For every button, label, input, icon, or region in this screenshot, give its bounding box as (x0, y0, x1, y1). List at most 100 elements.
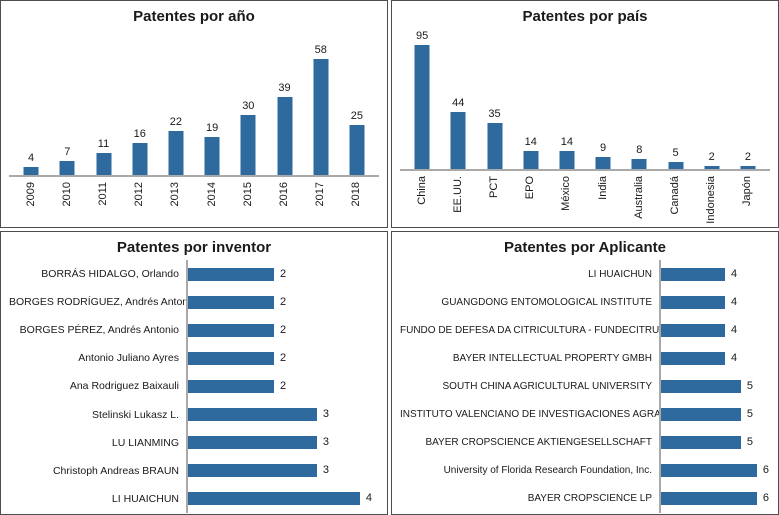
plot-area: 4 (659, 344, 770, 373)
plot-area: 5 (659, 372, 770, 401)
value-label: 2 (279, 379, 287, 392)
value-label: 2 (279, 351, 287, 364)
plot-area: 2 (186, 344, 379, 373)
value-label: 2 (279, 267, 287, 280)
bar-column: 95 (404, 27, 440, 169)
bar (595, 157, 611, 169)
value-label: 4 (730, 351, 738, 364)
bar-row: FUNDO DE DEFESA DA CITRICULTURA - FUNDEC… (400, 316, 770, 345)
category-label: FUNDO DE DEFESA DA CITRICULTURA - FUNDEC… (400, 324, 659, 336)
bar-column: 44 (440, 27, 476, 169)
axis-tick-label: 2012 (133, 182, 146, 207)
category-label: Stelinski Lukasz L. (92, 408, 179, 421)
plot-area: 4 (659, 288, 770, 317)
value-label: 6 (762, 464, 770, 477)
bar-row: SOUTH CHINA AGRICULTURAL UNIVERSITY 5 (400, 372, 770, 401)
bar (349, 125, 365, 175)
plot-area: 2 (186, 372, 379, 401)
plot-area: 2 (186, 288, 379, 317)
bar-chart-patentes-por-inventor: BORRÁS HIDALGO, Orlando 2 BORGES RODRÍGUEZ… (9, 260, 379, 514)
bar (313, 59, 329, 175)
plot-area: 4 (659, 316, 770, 345)
bar-column: 5 (657, 27, 693, 169)
bar-column: 58 (303, 41, 339, 175)
bar (661, 295, 725, 309)
axis-tick-label: 2014 (205, 182, 218, 207)
bar-row: BORRÁS HIDALGO, Orlando 2 (9, 260, 379, 289)
bar-row: Christoph Andreas BRAUN 3 (9, 456, 379, 485)
axis-tick-label: 2013 (169, 182, 182, 207)
bar-row: INSTITUTO VALENCIANO DE INVESTIGACIONES … (400, 400, 770, 429)
bar (487, 123, 502, 169)
bar-row: BAYER INTELLECTUAL PROPERTY GMBH 4 (400, 344, 770, 373)
value-label: 4 (730, 295, 738, 308)
bar-row: LU LIANMING 3 (9, 428, 379, 457)
bar-column: 2 (730, 27, 766, 169)
category-label: BAYER CROPSCIENCE AKTIENGESELLSCHAFT (425, 437, 652, 449)
value-label: 3 (322, 436, 330, 449)
bar (668, 162, 684, 169)
bar (23, 167, 39, 175)
plot-area: 4 (659, 260, 770, 289)
value-label: 2 (279, 295, 287, 308)
plot-area: 4 (186, 484, 379, 513)
plot-area: 2 (186, 260, 379, 289)
value-label: 14 (560, 136, 574, 148)
bar-column: 11 (85, 41, 121, 175)
plot-area: 5 (659, 428, 770, 457)
bar-row: BORGES RODRÍGUEZ, Andrés Antonio 2 (9, 288, 379, 317)
bar (188, 323, 274, 337)
value-label: 25 (350, 110, 364, 122)
axis-tick-label: 2018 (350, 182, 363, 207)
bar-column: 14 (549, 27, 585, 169)
value-label: 6 (762, 492, 770, 505)
bar-column: 35 (476, 27, 512, 169)
bar (96, 153, 111, 175)
bar-row: University of Florida Research Foundatio… (400, 456, 770, 485)
value-label: 2 (279, 323, 287, 336)
bar-row: LI HUAICHUN 4 (9, 484, 379, 513)
axis-tick-label: EE.UU. (451, 176, 464, 213)
bar (188, 492, 360, 506)
bar (661, 408, 741, 422)
bar (188, 295, 274, 309)
plot-area: 4 7 11 16 22 19 30 39 58 25 (9, 41, 379, 177)
chart-title-patentes-por-pais: Patentes por país (522, 8, 648, 25)
value-label: 44 (452, 97, 465, 109)
value-label: 2 (744, 151, 751, 163)
value-label: 4 (730, 323, 738, 336)
category-label: LI HUAICHUN (111, 492, 179, 505)
category-label: BORGES PÉREZ, Andrés Antonio (19, 324, 179, 337)
category-label: Christoph Andreas BRAUN (52, 464, 179, 477)
value-label: 8 (636, 144, 643, 156)
plot-area: 3 (186, 428, 379, 457)
value-label: 30 (242, 100, 255, 112)
bar (661, 436, 741, 450)
value-label: 3 (322, 408, 330, 421)
bar-row: BAYER CROPSCIENCE AKTIENGESELLSCHAFT 5 (400, 428, 770, 457)
category-label: BAYER CROPSCIENCE LP (527, 493, 652, 505)
bar (188, 408, 317, 422)
bar-chart-patentes-por-ano: 4 7 11 16 22 19 30 39 58 25 2009 2010 2011 2012 2013 2… (9, 25, 379, 227)
axis-tick-label: PCT (488, 176, 500, 198)
bar (740, 166, 756, 169)
axis-tick-label: Japón (741, 176, 754, 206)
axis-tick-label: 2010 (60, 182, 73, 207)
value-label: 35 (488, 108, 501, 120)
category-label: SOUTH CHINA AGRICULTURAL UNIVERSITY (442, 380, 652, 392)
bar-row: GUANGDONG ENTOMOLOGICAL INSTITUTE 4 (400, 288, 770, 317)
value-label: 7 (64, 146, 71, 158)
bar (59, 161, 75, 175)
axis-tick-label: Canadá (669, 176, 682, 215)
category-label: BORGES RODRÍGUEZ, Andrés Antonio (9, 296, 186, 309)
chart-title-patentes-por-aplicante: Patentes por Aplicante (504, 239, 666, 256)
bar (277, 97, 293, 175)
value-label: 16 (133, 128, 146, 140)
bar (704, 166, 720, 169)
bar-column: 2 (694, 27, 730, 169)
bar-chart-patentes-por-pais: 95 44 35 14 14 9 8 5 2 2 China EE.UU. PCT EPO México I… (400, 25, 770, 227)
bar-column: 19 (194, 41, 230, 175)
axis-tick-label: México (560, 176, 573, 211)
bar (188, 379, 274, 393)
